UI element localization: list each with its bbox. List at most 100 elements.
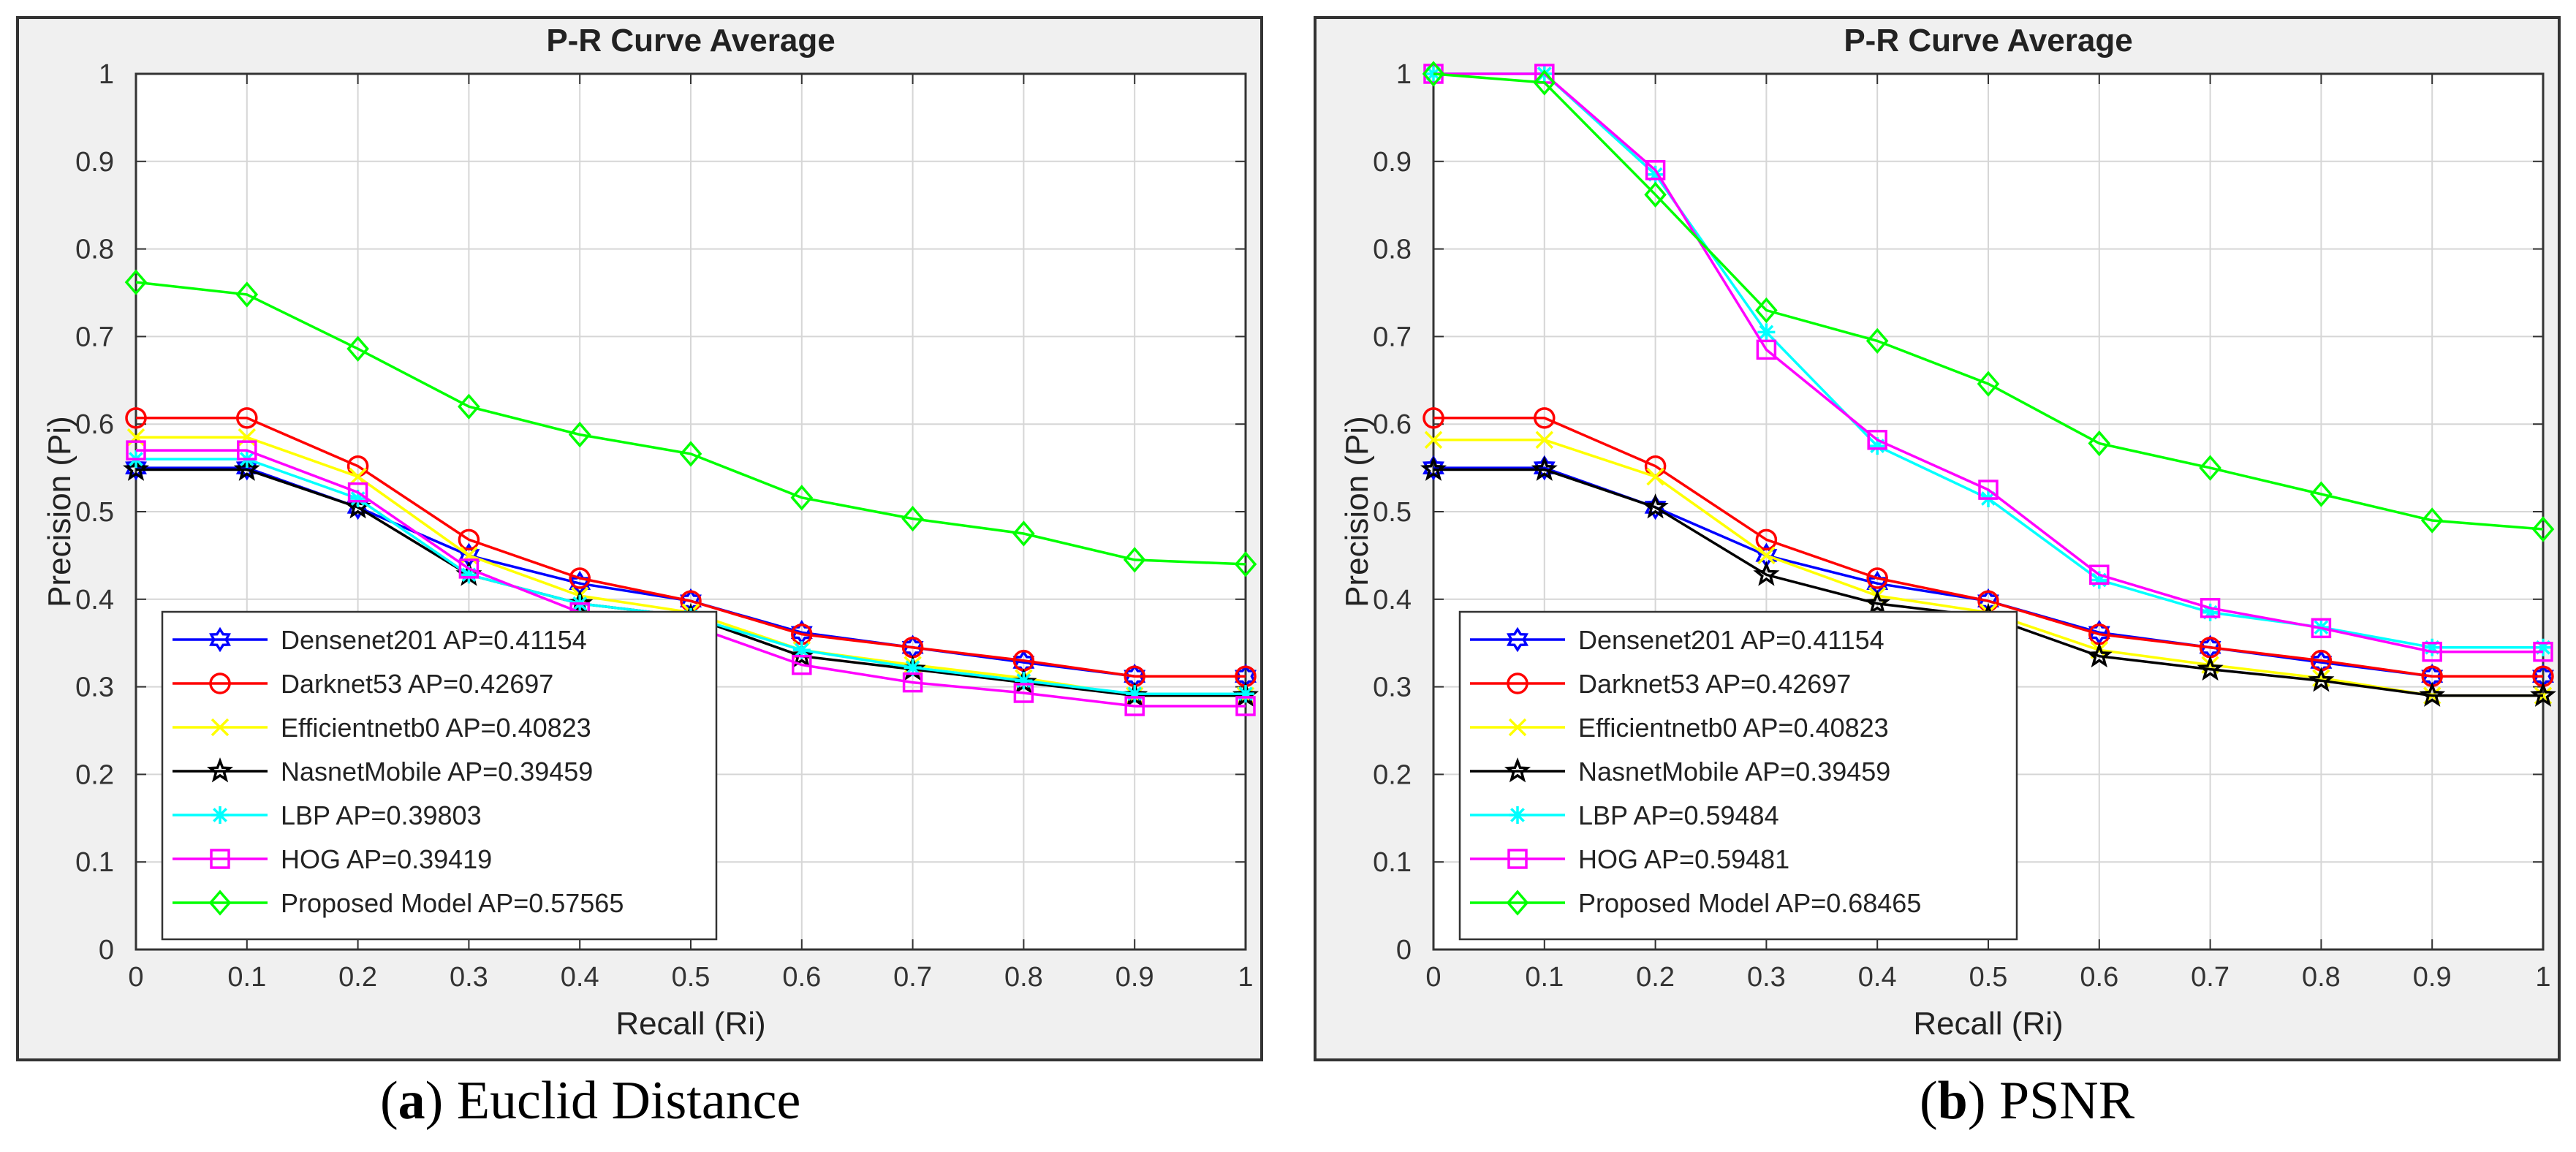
legend-label: Darknet53 AP=0.42697 bbox=[281, 669, 553, 699]
data-point bbox=[1755, 297, 1778, 324]
legend-marker bbox=[208, 890, 232, 916]
legend-entry: LBP AP=0.39803 bbox=[173, 800, 482, 830]
data-point bbox=[1644, 494, 1667, 520]
data-point bbox=[1865, 327, 1889, 355]
caption-label: b bbox=[1937, 1071, 1968, 1131]
series-6 bbox=[124, 269, 1257, 577]
data-point bbox=[1533, 69, 1556, 96]
data-point bbox=[2200, 598, 2221, 618]
legend-label: NasnetMobile AP=0.39459 bbox=[281, 757, 593, 787]
y-tick-label: 0.9 bbox=[1373, 147, 1412, 178]
data-point bbox=[347, 482, 368, 503]
x-tick-label: 0.9 bbox=[2413, 962, 2452, 993]
x-axis-label: Recall (Ri) bbox=[1913, 1006, 2063, 1042]
data-point bbox=[1422, 61, 1445, 87]
data-point bbox=[2534, 638, 2552, 656]
chart-psnr: P-R Curve Average 0 0.1 0.2 0.3 0.4 0.5 0.6 0.7 0… bbox=[1314, 16, 2561, 1061]
legend-label: Densenet201 AP=0.41154 bbox=[281, 625, 587, 655]
data-point bbox=[2089, 564, 2110, 586]
legend-label: Darknet53 AP=0.42697 bbox=[1578, 669, 1851, 699]
legend-entry: NasnetMobile AP=0.39459 bbox=[1470, 757, 1890, 787]
legend-marker bbox=[1507, 626, 1528, 653]
data-point bbox=[1753, 561, 1780, 586]
data-point bbox=[346, 336, 369, 362]
data-point bbox=[2310, 481, 2333, 507]
data-point bbox=[1977, 590, 1999, 612]
y-tick-label: 0.9 bbox=[75, 147, 114, 178]
data-point bbox=[679, 441, 702, 467]
legend-marker bbox=[1508, 718, 1527, 737]
x-tick-label: 0.8 bbox=[1004, 962, 1043, 993]
x-tick-label: 1 bbox=[1238, 962, 1253, 993]
data-point bbox=[2201, 603, 2219, 621]
legend-marker bbox=[209, 626, 231, 653]
legend-entry: Densenet201 AP=0.41154 bbox=[1470, 625, 1884, 655]
data-point bbox=[122, 455, 150, 481]
chart-title: P-R Curve Average bbox=[1844, 23, 2132, 58]
data-point bbox=[1644, 181, 1667, 208]
legend-label: HOG AP=0.59481 bbox=[1578, 844, 1789, 874]
y-tick-label: 1 bbox=[99, 59, 114, 90]
axes-box bbox=[1432, 72, 2545, 951]
x-tick-label: 0 bbox=[1425, 962, 1441, 993]
caption-text: Euclid Distance bbox=[456, 1071, 801, 1131]
y-tick-label: 0.1 bbox=[1373, 847, 1412, 878]
data-point bbox=[125, 455, 147, 481]
legend-marker bbox=[210, 849, 230, 869]
legend-label: NasnetMobile AP=0.39459 bbox=[1578, 757, 1890, 787]
data-point bbox=[1756, 339, 1777, 360]
data-point bbox=[1533, 455, 1556, 481]
data-point bbox=[792, 641, 811, 659]
data-point bbox=[2419, 681, 2446, 707]
data-point bbox=[1535, 431, 1554, 450]
data-point bbox=[569, 567, 591, 589]
x-tick-label: 0.4 bbox=[561, 962, 599, 993]
legend-marker bbox=[211, 718, 230, 737]
legend: Densenet201 AP=0.41154 Darknet53 AP=0.426… bbox=[161, 610, 718, 941]
legend-marker bbox=[1506, 890, 1529, 916]
data-point bbox=[2199, 455, 2221, 481]
data-point bbox=[1642, 493, 1669, 519]
series-line bbox=[1433, 417, 2543, 678]
legend-label: Proposed Model AP=0.68465 bbox=[1578, 888, 1921, 918]
legend-marker bbox=[206, 757, 234, 783]
data-point bbox=[1757, 546, 1776, 565]
y-tick-label: 0.8 bbox=[75, 235, 114, 265]
data-point bbox=[2420, 507, 2444, 534]
data-point bbox=[2423, 638, 2441, 656]
series-line bbox=[1433, 72, 2543, 653]
data-point bbox=[2529, 681, 2557, 707]
data-point bbox=[1234, 551, 1257, 577]
y-tick-label: 0.3 bbox=[75, 672, 114, 703]
data-point bbox=[2088, 430, 2111, 457]
x-tick-label: 0.2 bbox=[338, 962, 377, 993]
legend-label: Efficientnetb0 AP=0.40823 bbox=[1578, 713, 1889, 743]
y-tick-label: 0 bbox=[1396, 935, 1412, 966]
legend-entry: Efficientnetb0 AP=0.40823 bbox=[173, 713, 591, 743]
x-tick-label: 0.3 bbox=[450, 962, 488, 993]
y-tick-label: 0.7 bbox=[1373, 322, 1412, 352]
x-tick-label: 0.4 bbox=[1858, 962, 1897, 993]
data-point bbox=[1012, 520, 1035, 547]
legend-label: HOG AP=0.39419 bbox=[281, 844, 492, 874]
legend-label: LBP AP=0.39803 bbox=[281, 800, 482, 830]
data-point bbox=[1531, 455, 1558, 481]
chart-euclid-distance: P-R Curve Average 0 0.1 0.2 0.3 0.4 0.5 0.6 0.7 0… bbox=[16, 16, 1263, 1061]
data-point bbox=[1123, 547, 1146, 573]
legend: Densenet201 AP=0.41154 Darknet53 AP=0.426… bbox=[1458, 610, 2018, 941]
data-point bbox=[1237, 685, 1254, 703]
data-point bbox=[124, 269, 148, 295]
data-point bbox=[1423, 407, 1444, 429]
data-point bbox=[1423, 455, 1444, 481]
series-line bbox=[136, 417, 1246, 678]
data-point bbox=[902, 672, 923, 693]
data-point bbox=[1866, 567, 1888, 589]
data-point bbox=[349, 490, 367, 508]
data-point bbox=[458, 528, 480, 551]
data-point bbox=[2531, 516, 2555, 542]
x-axis-label: Recall (Ri) bbox=[615, 1006, 765, 1042]
data-point bbox=[2533, 641, 2553, 662]
x-tick-label: 1 bbox=[2535, 962, 2550, 993]
legend-label: Densenet201 AP=0.41154 bbox=[1578, 625, 1884, 655]
caption-label: a bbox=[398, 1071, 425, 1131]
